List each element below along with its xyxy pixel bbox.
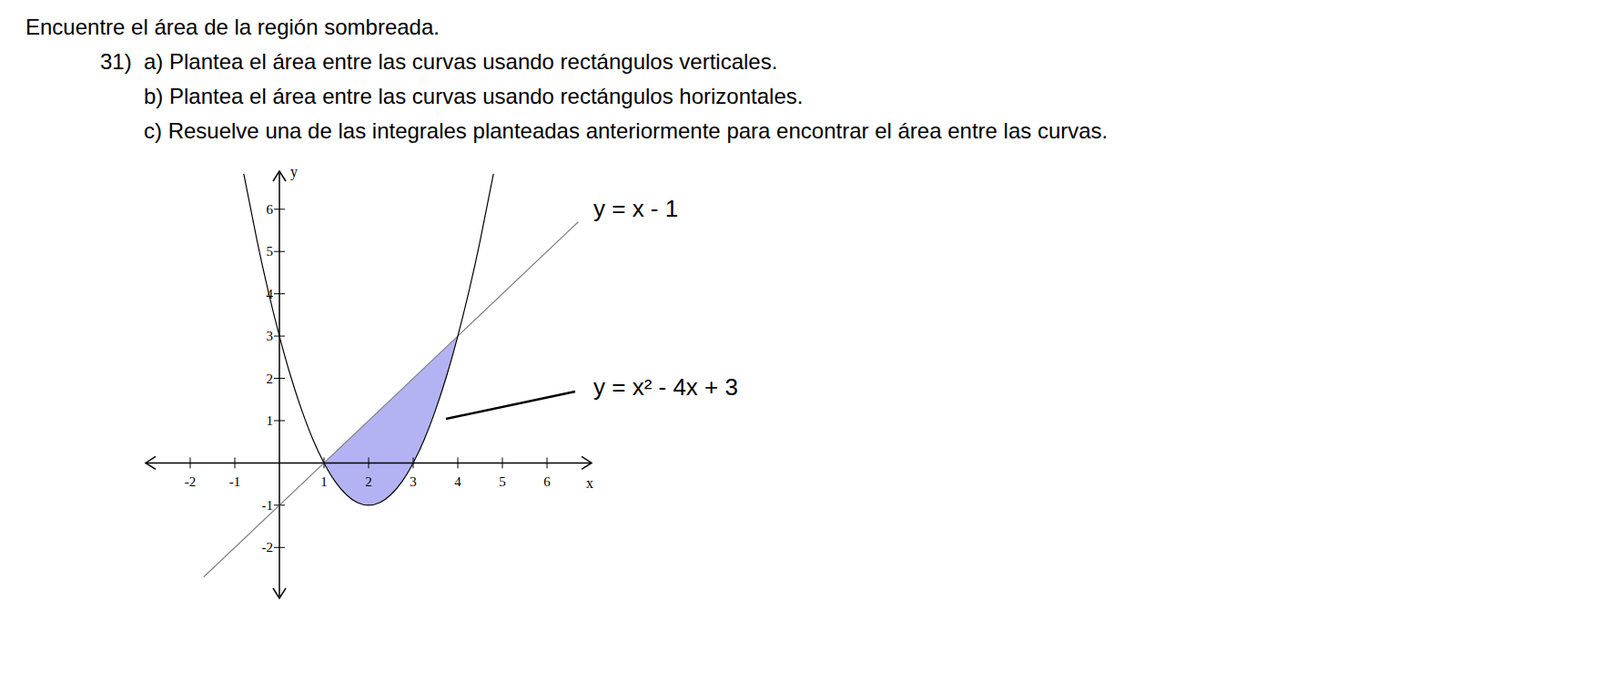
svg-text:2: 2 <box>364 474 373 489</box>
svg-text:-2: -2 <box>262 539 274 555</box>
svg-text:4: 4 <box>454 474 462 489</box>
svg-text:-1: -1 <box>229 474 242 489</box>
svg-text:1: 1 <box>266 413 274 428</box>
svg-text:y: y <box>290 163 298 181</box>
svg-text:6: 6 <box>543 474 551 489</box>
svg-text:4: 4 <box>266 286 274 302</box>
svg-text:3: 3 <box>409 474 417 489</box>
svg-text:-1: -1 <box>262 497 274 513</box>
svg-text:5: 5 <box>266 243 274 259</box>
svg-text:1: 1 <box>320 474 328 489</box>
html-text:b) Plantea el área entre las c: b) Plantea el área entre las curvas usan… <box>143 83 804 109</box>
svg-text:2: 2 <box>266 371 274 386</box>
svg-text:3: 3 <box>266 328 274 344</box>
html-text:c) Resuelve una de las integra: c) Resuelve una de las integrales plante… <box>143 118 1108 143</box>
html-text:a) Plantea el área entre las c: a) Plantea el área entre las curvas usan… <box>143 49 778 74</box>
html-text:y = x - 1: y = x - 1 <box>593 194 679 223</box>
svg-text:-2: -2 <box>184 474 197 489</box>
html-text:31): 31) <box>100 49 132 74</box>
svg-text:6: 6 <box>266 202 274 217</box>
html-text:y = x² - 4x + 3: y = x² - 4x + 3 <box>593 373 739 401</box>
html-text:Encuentre el área de la región: Encuentre el área de la región sombreada… <box>25 14 440 40</box>
svg-text:5: 5 <box>498 474 507 489</box>
svg-text:x: x <box>586 475 594 491</box>
